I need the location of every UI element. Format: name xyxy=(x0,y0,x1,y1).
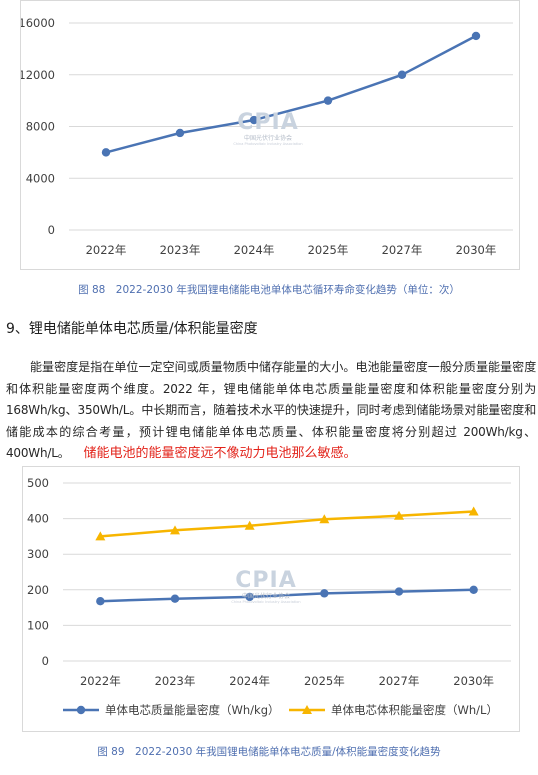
data-point-marker xyxy=(175,128,185,138)
energy-density-chart-svg: 0 100 200 300 400 500 2022年 2023年 2024年 2025年 2027… xyxy=(27,476,511,717)
y-tick-label: 300 xyxy=(27,547,49,561)
data-point-marker xyxy=(96,596,105,606)
x-tick-label: 2027年 xyxy=(379,674,420,688)
x-tick-label: 2024年 xyxy=(229,674,270,688)
data-point-marker xyxy=(249,115,259,125)
x-tick-label: 2022年 xyxy=(86,243,127,257)
data-point-marker xyxy=(244,520,255,530)
y-tick-label: 0 xyxy=(48,223,55,237)
series-line xyxy=(100,510,474,538)
x-tick-label: 2025年 xyxy=(304,674,345,688)
y-tick-label: 12000 xyxy=(21,68,55,82)
data-point-marker xyxy=(170,594,180,603)
figure-89-caption: 图 89 2022-2030 年我国锂电储能单体电芯质量/体积能量密度变化趋势 xyxy=(97,746,441,758)
x-tick-label: 2030年 xyxy=(453,674,494,688)
data-point-marker xyxy=(245,592,254,602)
data-point-marker xyxy=(468,506,479,516)
x-tick-label: 2023年 xyxy=(160,243,201,257)
y-tick-label: 8000 xyxy=(26,120,55,134)
x-tick-label: 2023年 xyxy=(155,674,196,688)
y-tick-label: 4000 xyxy=(26,171,55,185)
paragraph-text: 能量密度是指在单位一定空间或质量物质中储存能量的大小。电池能量密度一般分质量能量… xyxy=(6,360,536,460)
cycle-life-chart-svg: 0 4000 8000 12000 16000 2022年 2023年 2024年 2025年 2… xyxy=(21,16,513,257)
figure-88-caption: 图 88 2022-2030 年我国锂电储能电池单体电芯循环寿命变化趋势（单位：… xyxy=(78,284,460,296)
energy-density-chart: 0 100 200 300 400 500 2022年 2023年 2024年 2025年 2027… xyxy=(22,466,520,732)
cycle-life-chart: 0 4000 8000 12000 16000 2022年 2023年 2024年 2025年 2… xyxy=(20,0,520,270)
data-point-marker xyxy=(323,96,333,105)
x-tick-label: 2027年 xyxy=(382,243,423,257)
legend-label: 单体电芯质量能量密度（Wh/kg） xyxy=(105,703,280,717)
body-paragraph: 能量密度是指在单位一定空间或质量物质中储存能量的大小。电池能量密度一般分质量能量… xyxy=(6,357,536,465)
x-tick-label: 2025年 xyxy=(308,243,349,257)
data-point-marker xyxy=(95,531,106,541)
y-tick-label: 100 xyxy=(27,618,49,632)
data-point-marker xyxy=(319,514,330,524)
y-tick-label: 200 xyxy=(27,583,49,597)
x-tick-label: 2022年 xyxy=(80,674,121,688)
y-tick-label: 500 xyxy=(27,476,49,490)
legend-label: 单体电芯体积能量密度（Wh/L） xyxy=(331,703,498,717)
x-tick-label: 2030年 xyxy=(456,243,497,257)
section-heading: 9、锂电储能单体电芯质量/体积能量密度 xyxy=(6,321,258,337)
red-annotation: 储能电池的能量密度远不像动力电池那么敏感。 xyxy=(83,446,357,461)
data-point-marker xyxy=(397,70,407,79)
series-line xyxy=(105,34,477,154)
data-point-marker xyxy=(469,585,478,594)
legend-swatch-marker xyxy=(302,705,312,714)
x-tick-label: 2024年 xyxy=(234,243,275,257)
data-point-marker xyxy=(394,510,404,520)
legend-swatch-marker xyxy=(76,705,86,715)
y-tick-label: 400 xyxy=(27,512,49,526)
data-point-marker xyxy=(471,31,481,41)
y-tick-label: 0 xyxy=(42,654,49,668)
data-point-marker xyxy=(394,587,404,596)
data-point-marker xyxy=(170,525,180,535)
series-line xyxy=(100,588,474,603)
data-point-marker xyxy=(320,589,329,598)
y-tick-label: 16000 xyxy=(21,16,55,30)
data-point-marker xyxy=(101,148,111,157)
